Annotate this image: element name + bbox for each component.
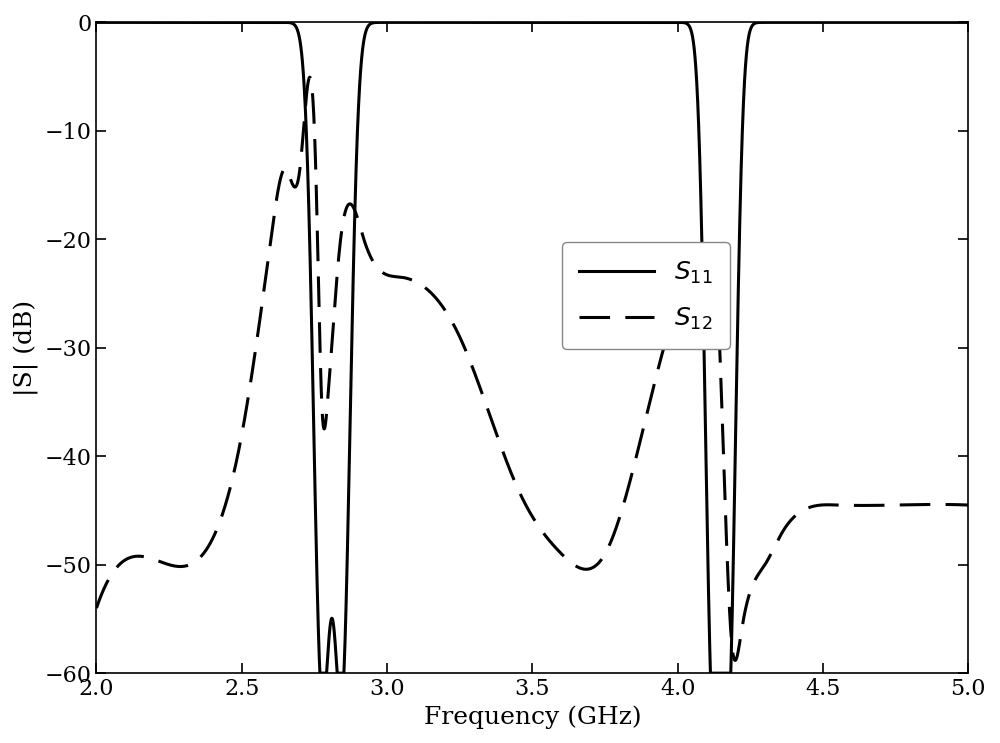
$S_{12}$ bbox=[304, 73, 316, 82]
$S_{11}$ bbox=[90, 18, 102, 27]
$S_{12}$ bbox=[127, 552, 139, 561]
$S_{12}$ bbox=[916, 500, 928, 509]
$S_{11}$ bbox=[962, 18, 974, 27]
$S_{12}$ bbox=[729, 656, 741, 665]
$S_{11}$ bbox=[314, 669, 326, 678]
$S_{12}$ bbox=[94, 593, 106, 602]
$S_{11}$ bbox=[261, 18, 273, 27]
$S_{11}$ bbox=[94, 18, 106, 27]
X-axis label: Frequency (GHz): Frequency (GHz) bbox=[424, 706, 641, 729]
$S_{12}$ bbox=[517, 495, 529, 504]
$S_{12}$ bbox=[90, 603, 102, 612]
$S_{11}$ bbox=[916, 18, 928, 27]
$S_{11}$ bbox=[517, 18, 529, 27]
Line: $S_{11}$: $S_{11}$ bbox=[96, 22, 968, 673]
$S_{11}$ bbox=[127, 18, 139, 27]
Y-axis label: |S| (dB): |S| (dB) bbox=[14, 299, 39, 396]
$S_{12}$ bbox=[143, 554, 155, 562]
Legend: $S_{11}$, $S_{12}$: $S_{11}$, $S_{12}$ bbox=[562, 242, 730, 349]
$S_{12}$ bbox=[962, 501, 974, 510]
Line: $S_{12}$: $S_{12}$ bbox=[96, 77, 968, 661]
$S_{12}$ bbox=[261, 261, 273, 270]
$S_{11}$ bbox=[143, 18, 155, 27]
